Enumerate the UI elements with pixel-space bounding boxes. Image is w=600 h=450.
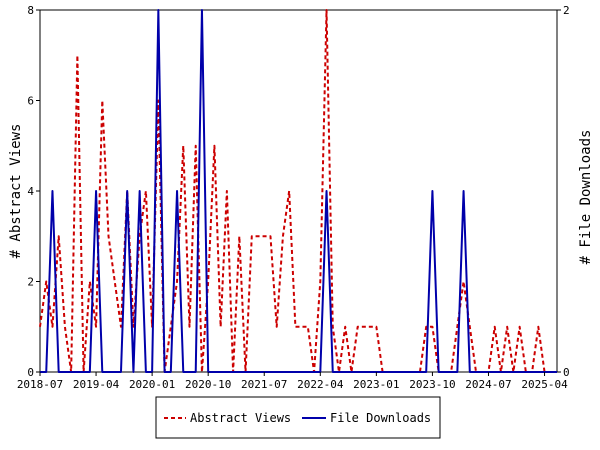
legend: Abstract Views File Downloads xyxy=(155,396,441,439)
series-line-file-downloads xyxy=(40,9,557,373)
y-axis-left-title: # Abstract Views xyxy=(8,124,24,259)
x-tick-label: 2019-04 xyxy=(73,378,120,391)
series-layer xyxy=(39,9,557,373)
axis-layer: 0 2 4 6 8 0 2 2018-07 2019-04 2020-01 2020-10 2021-… xyxy=(17,4,570,391)
y-left-tick-label: 4 xyxy=(27,185,34,198)
x-tick-label: 2018-07 xyxy=(17,378,63,391)
y-right-tick-label: 2 xyxy=(563,4,570,17)
y-left-tick-label: 6 xyxy=(27,95,34,108)
legend-box xyxy=(155,396,441,439)
x-tick-label: 2021-07 xyxy=(241,378,287,391)
legend-label-file-downloads: File Downloads xyxy=(330,411,431,425)
y-left-tick-label: 0 xyxy=(27,366,34,379)
x-tick-label: 2020-10 xyxy=(185,378,231,391)
y-right-tick-label: 0 xyxy=(563,366,570,379)
x-tick-label: 2023-01 xyxy=(353,378,399,391)
y-axis-right-title: # File Downloads xyxy=(578,130,594,265)
x-tick-label: 2022-04 xyxy=(297,378,344,391)
x-tick-label: 2023-10 xyxy=(409,378,455,391)
y-left-tick-label: 2 xyxy=(27,276,34,289)
plot-area xyxy=(39,9,558,373)
x-tick-label: 2024-07 xyxy=(465,378,511,391)
x-tick-label: 2025-04 xyxy=(521,378,568,391)
legend-label-abstract-views: Abstract Views xyxy=(190,411,291,425)
y-left-tick-label: 8 xyxy=(27,4,34,17)
x-tick-label: 2020-01 xyxy=(129,378,175,391)
